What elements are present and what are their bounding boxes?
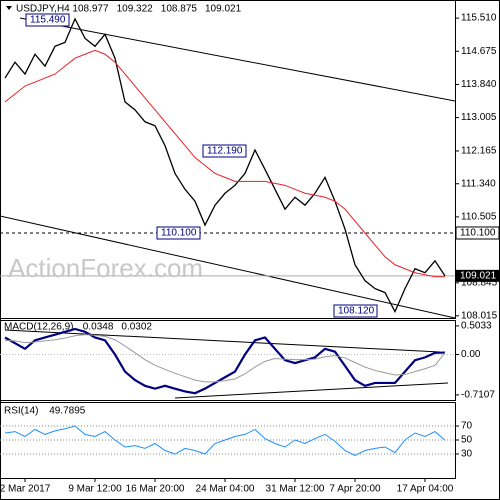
last-price-box	[456, 269, 499, 282]
indicator-title: USDJPY,H4	[16, 4, 70, 15]
header-value: 0.0302	[121, 322, 152, 333]
series-line	[4, 49, 445, 278]
y-tick-label: 111.340	[461, 178, 496, 189]
y-tick-label: 108.845	[461, 277, 498, 288]
x-tick-label: 9 Mar 12:00	[68, 484, 122, 495]
y-tick-label: 112.165	[461, 146, 497, 157]
annotation-box	[202, 144, 247, 158]
header-value: 109.021	[205, 4, 242, 15]
series-line	[4, 17, 446, 314]
x-tick-label: 31 Mar 12:00	[266, 484, 325, 495]
x-tick-label: 24 Mar 04:00	[196, 484, 255, 495]
y-tick-label: 114.675	[461, 46, 497, 57]
header-value: 0.0348	[83, 322, 114, 333]
y-tick-label: 113.840	[461, 79, 497, 90]
annotation-box	[156, 226, 201, 240]
series-line	[4, 327, 446, 395]
indicator-title: MACD(12,26,9)	[4, 322, 73, 333]
watermark: ActionForex.com	[8, 253, 203, 283]
y-tick-label: -0.7107	[461, 390, 495, 401]
level-box	[455, 226, 500, 240]
y-tick-label: 113.005	[461, 112, 497, 123]
header-value: 49.7895	[49, 406, 86, 417]
annotation: 108.120	[338, 306, 375, 317]
annotation: 112.190	[207, 146, 243, 157]
x-tick-label: 7 Apr 20:00	[329, 484, 381, 495]
series-line	[4, 334, 446, 383]
x-tick-label: 16 Mar 20:00	[126, 484, 185, 495]
y-tick-label: 0.00	[461, 349, 481, 360]
x-tick-label: 17 Apr 04:00	[397, 484, 454, 495]
y-tick-label: 70	[461, 421, 473, 432]
annotation-box	[333, 304, 378, 318]
macd-trendline	[174, 382, 449, 399]
annotation: 110.100	[161, 228, 197, 239]
header-value: 108.875	[161, 4, 198, 15]
series-line	[4, 425, 446, 456]
macd-trendline	[4, 329, 441, 353]
macd-panel	[0, 320, 456, 401]
level-label: 110.100	[460, 228, 496, 239]
y-tick-label: 0.5033	[461, 321, 492, 332]
y-tick-label: 30	[461, 449, 473, 460]
annotation: 115.490	[30, 15, 66, 26]
y-tick-label: 115.510	[461, 13, 497, 24]
annotation-box	[25, 13, 70, 27]
channel-upper	[19, 17, 456, 102]
y-tick-label: 50	[461, 435, 473, 446]
channel-lower	[0, 215, 456, 319]
y-tick-label: 110.505	[461, 212, 497, 223]
price-panel	[0, 0, 456, 319]
last-price-label: 109.021	[460, 270, 497, 281]
dropdown-icon	[6, 6, 12, 10]
x-tick-label: 2 Mar 2017	[0, 484, 51, 495]
indicator-title: RSI(14)	[4, 406, 38, 417]
header-value: 108.977	[72, 4, 109, 15]
y-tick-label: 108.015	[461, 310, 498, 321]
header-value: 109.322	[117, 4, 154, 15]
